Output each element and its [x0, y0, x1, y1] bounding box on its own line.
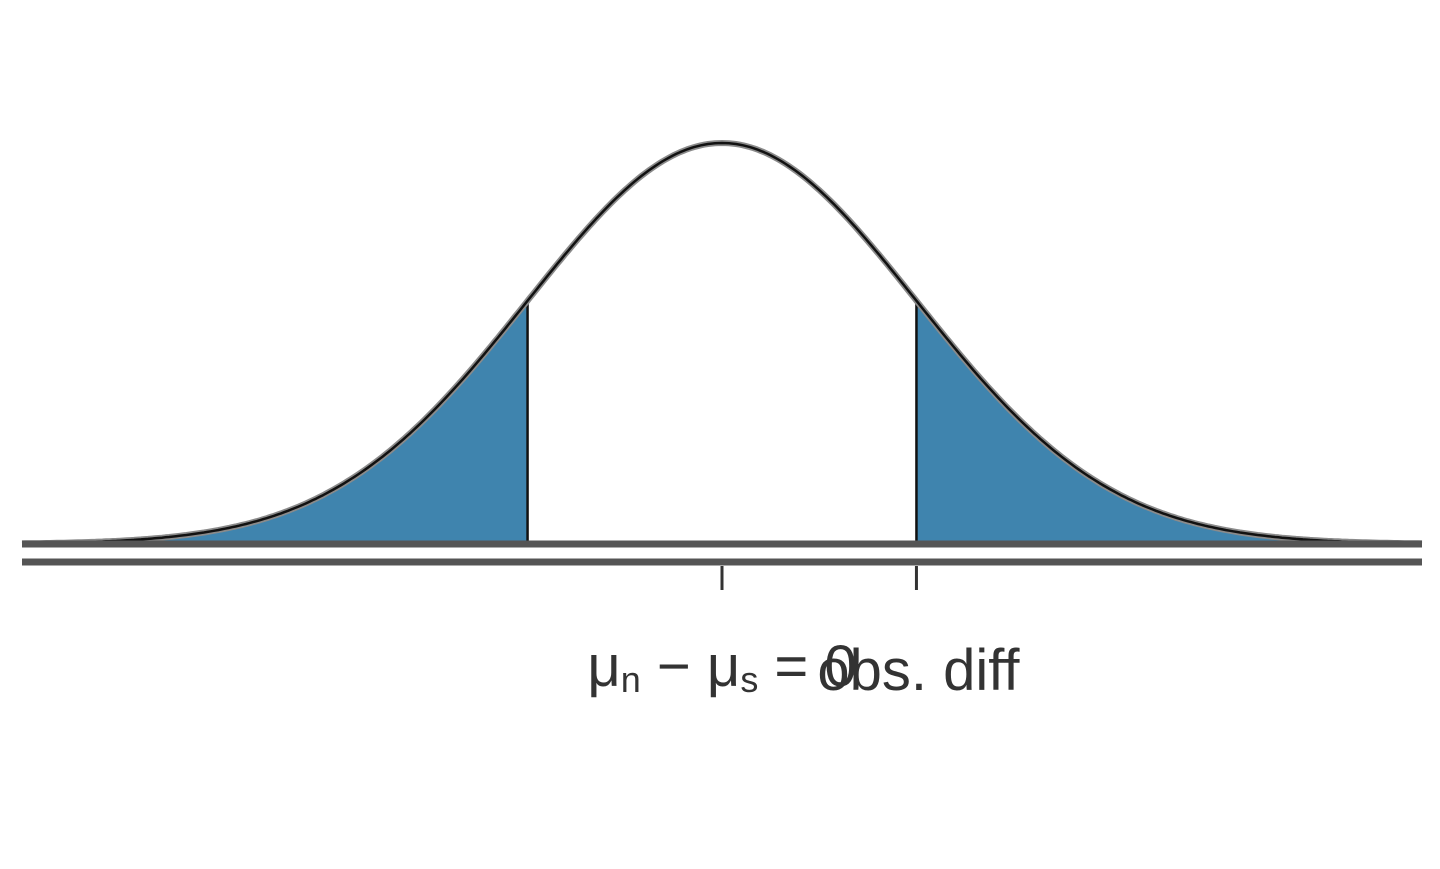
- upper-tail-area: [916, 300, 1422, 544]
- shaded-tails: [22, 300, 1422, 544]
- x-axis-ticks: [720, 566, 918, 590]
- density-curve-halo: [21, 140, 1423, 547]
- lower-tail-area: [22, 300, 528, 544]
- tick-label-null-difference: μn − μs = 0: [587, 634, 856, 700]
- tick-label-observed-difference: obs. diff: [817, 638, 1020, 703]
- density-curve: [21, 141, 1423, 545]
- density-curve-group: [21, 140, 1423, 547]
- x-axis: [22, 540, 1422, 566]
